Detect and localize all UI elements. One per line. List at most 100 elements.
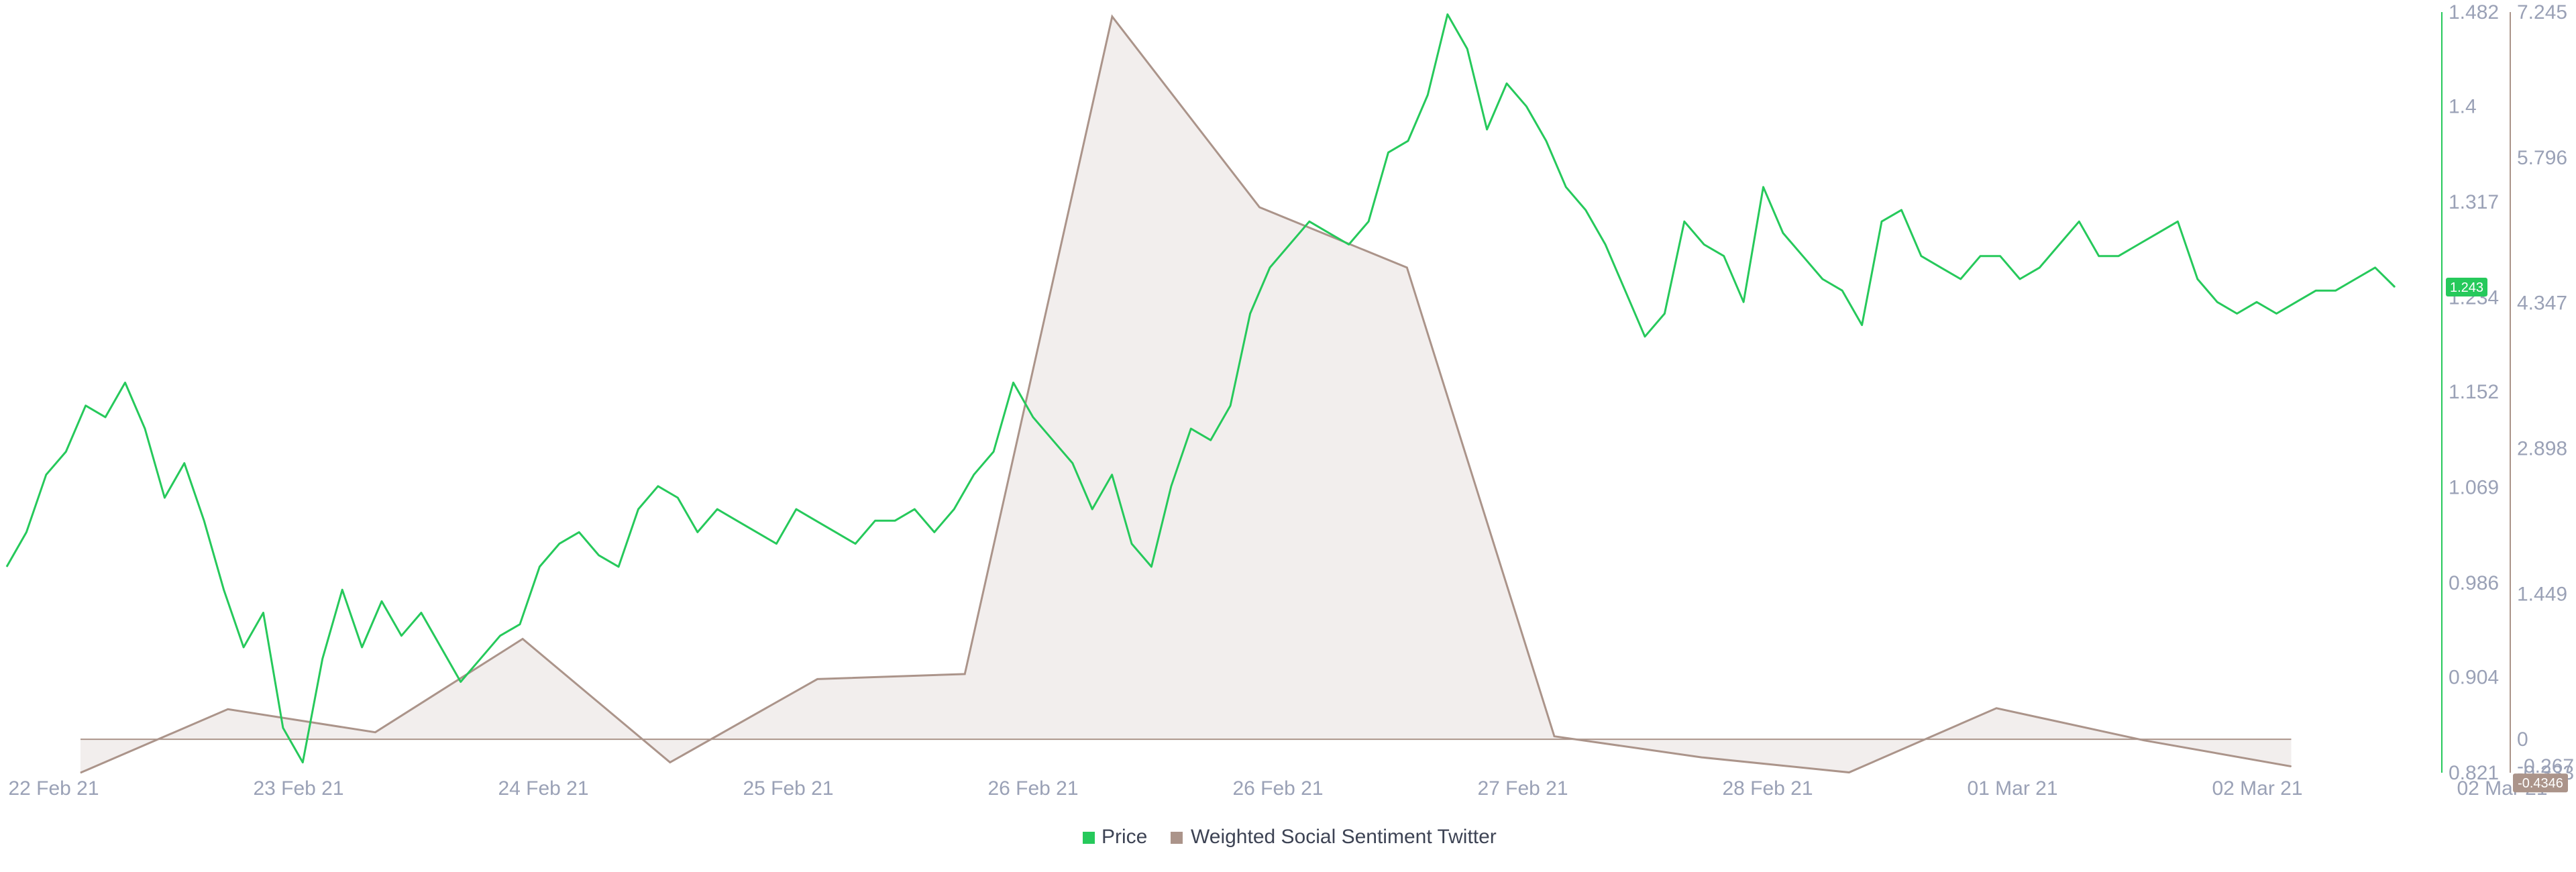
price-point	[697, 531, 698, 533]
price-point	[539, 566, 540, 567]
plot-area	[5, 13, 2396, 774]
price-point	[973, 474, 975, 476]
x-tick-label: 26 Feb 21	[1232, 777, 1323, 800]
y-left-tick-label: 1.4	[2449, 96, 2477, 118]
price-point	[2355, 278, 2356, 280]
price-point	[953, 508, 955, 510]
y-left-tick-label: 1.317	[2449, 191, 2499, 213]
price-point	[164, 497, 165, 498]
price-point	[2275, 313, 2277, 314]
price-point	[1289, 244, 1290, 246]
y-right-tick-label: 2.898	[2517, 438, 2567, 460]
price-point	[2078, 221, 2080, 222]
sentiment-point	[1259, 207, 1260, 208]
x-tick-label: 23 Feb 21	[253, 777, 343, 800]
price-point	[1012, 382, 1014, 383]
price-point	[1388, 152, 1389, 153]
current-value-badges: 1.243 -0.4346	[2446, 278, 2568, 793]
price-point	[1407, 140, 1409, 142]
price-point	[1230, 405, 1231, 406]
price-point	[25, 531, 27, 533]
price-point	[1644, 336, 1646, 337]
sentiment-point	[2291, 766, 2292, 767]
price-point	[1072, 463, 1073, 464]
price-point	[1960, 278, 1962, 280]
y-left-tick-label: 1.482	[2449, 1, 2499, 23]
price-point	[716, 508, 718, 510]
legend-sentiment-swatch	[1171, 832, 1183, 844]
sentiment-point	[227, 708, 229, 710]
price-point	[835, 531, 837, 533]
price-point	[637, 508, 639, 510]
sentiment-point	[669, 762, 671, 763]
price-point	[855, 543, 856, 545]
price-point	[1091, 508, 1093, 510]
price-point	[1585, 209, 1587, 211]
y-left-tick-label: 0.821	[2449, 762, 2499, 784]
price-point	[1763, 186, 1764, 188]
x-tick-label: 01 Mar 21	[1967, 777, 2057, 800]
price-point	[2216, 301, 2218, 303]
price-point	[2138, 244, 2139, 246]
sentiment-area	[80, 16, 2292, 773]
price-point	[1664, 313, 1665, 314]
price-point	[1605, 244, 1606, 246]
price-point	[1900, 209, 1902, 211]
y-left-tick-label: 0.986	[2449, 572, 2499, 594]
current-price-badge-label: 1.243	[2450, 280, 2483, 295]
price-point	[85, 405, 87, 406]
price-point	[2394, 286, 2396, 288]
chart-legend: Price Weighted Social Sentiment Twitter	[1083, 826, 1497, 848]
price-point	[775, 543, 777, 545]
legend-price-label: Price	[1102, 826, 1147, 848]
y-left-tick-label: 0.904	[2449, 667, 2499, 689]
x-tick-label: 02 Mar 21	[2212, 777, 2302, 800]
price-point	[400, 635, 402, 637]
price-point	[1210, 439, 1212, 441]
x-tick-label: 28 Feb 21	[1722, 777, 1813, 800]
price-point	[1368, 221, 1369, 222]
price-point	[578, 531, 580, 533]
x-tick-label: 22 Feb 21	[8, 777, 99, 800]
price-point	[2039, 267, 2040, 268]
y-right-tick-label: 0	[2517, 728, 2528, 751]
y-left-tick-label: 1.152	[2449, 381, 2499, 403]
y-axis-left-ticks: 1.4821.41.3171.2341.1521.0690.9860.9040.…	[2449, 1, 2499, 784]
price-point	[1703, 244, 1705, 246]
price-point	[2335, 290, 2337, 291]
sentiment-line	[80, 14, 2292, 774]
price-point	[1269, 267, 1271, 268]
price-point	[1822, 278, 1823, 280]
price-point	[1447, 13, 1448, 15]
sentiment-point	[1554, 736, 1555, 737]
x-tick-label: 24 Feb 21	[498, 777, 588, 800]
current-price-badge	[2446, 278, 2487, 297]
x-tick-label: 27 Feb 21	[1477, 777, 1568, 800]
axes	[2441, 12, 2511, 773]
price-line	[5, 13, 2396, 764]
price-point	[1841, 290, 1843, 291]
price-point	[2197, 278, 2198, 280]
price-point	[1466, 48, 1468, 50]
current-sentiment-badge	[2513, 773, 2568, 793]
price-point	[914, 508, 915, 510]
y-right-tick-label: 1.449	[2517, 583, 2567, 605]
price-point	[262, 612, 264, 614]
x-axis-ticks: 22 Feb 21 23 Feb 21 24 Feb 21 25 Feb 21 26 F…	[8, 777, 2547, 800]
price-point	[2019, 278, 2021, 280]
price-point	[1525, 106, 1527, 107]
sentiment-point	[1701, 757, 1703, 758]
price-point	[1743, 301, 1744, 303]
price-point	[1348, 244, 1350, 246]
x-tick-label: 26 Feb 21	[987, 777, 1078, 800]
x-tick-label: 25 Feb 21	[743, 777, 833, 800]
legend-price-swatch	[1083, 832, 1095, 844]
y-right-tick-label: 5.796	[2517, 147, 2567, 169]
current-sentiment-badge-label: -0.4346	[2518, 776, 2563, 791]
y-right-tick-label: 4.347	[2517, 292, 2567, 315]
y-right-tick-label: 7.245	[2517, 1, 2567, 23]
legend-sentiment-label: Weighted Social Sentiment Twitter	[1191, 826, 1497, 848]
y-left-tick-label: 1.069	[2449, 477, 2499, 499]
